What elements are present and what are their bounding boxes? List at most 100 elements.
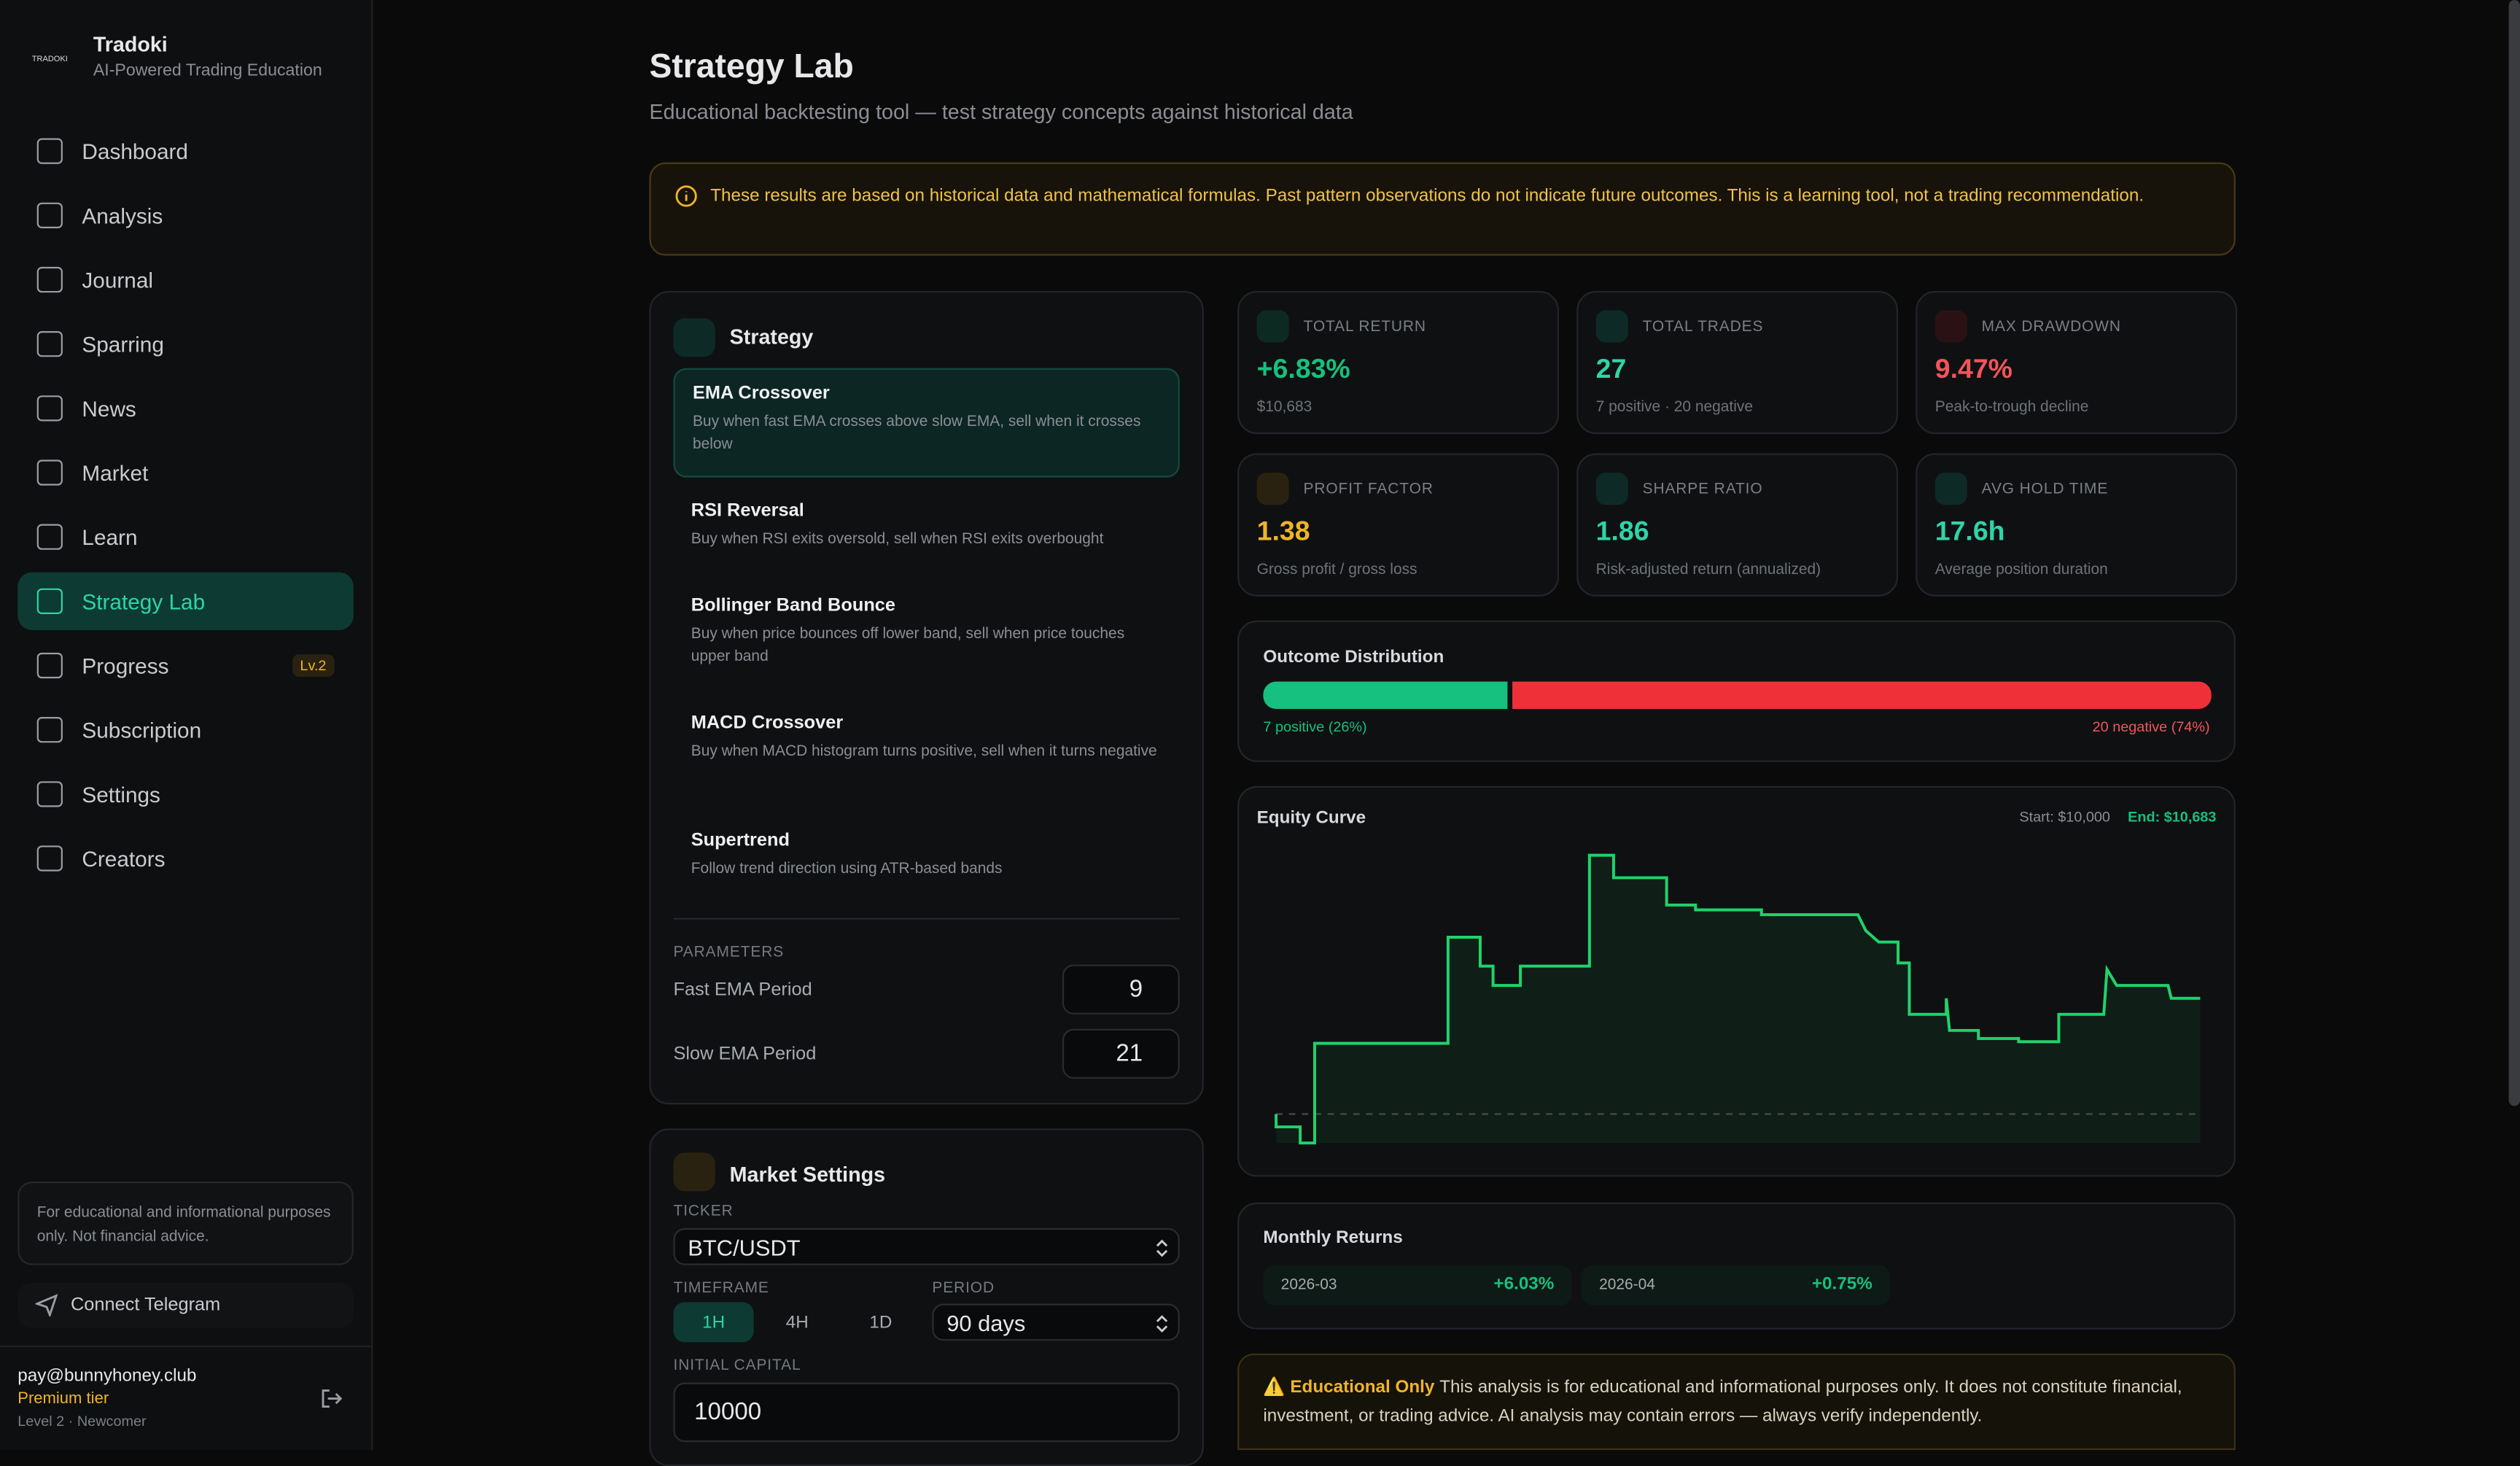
divider <box>0 1345 372 1348</box>
nav-item[interactable]: Market <box>18 443 354 501</box>
nav-item[interactable]: Learn <box>18 508 354 565</box>
equity-area <box>1276 855 2201 1144</box>
stat-icon <box>1256 310 1289 343</box>
tagline: AI-Powered Trading Education <box>93 61 322 81</box>
month-label: 2026-03 <box>1280 1276 1337 1295</box>
nav-item[interactable]: Journal <box>18 251 354 309</box>
stat-sub: Peak-to-trough decline <box>1934 398 2089 416</box>
nav-label: Subscription <box>82 718 202 742</box>
stat-label: AVG HOLD TIME <box>1981 481 2109 499</box>
stat-card: SHARPE RATIO 1.86 Risk-adjusted return (an… <box>1576 453 1899 597</box>
strategy-heading: Strategy <box>729 325 814 349</box>
positive-label: 7 positive (26%) <box>1263 718 1367 735</box>
nav-item[interactable]: Progress Lv.2 <box>18 637 354 694</box>
stat-sub: $10,683 <box>1256 398 1312 416</box>
notice-label: ⚠️ Educational Only <box>1263 1377 1435 1397</box>
param-label: Slow EMA Period <box>673 1044 817 1065</box>
nav-item[interactable]: Settings <box>18 765 354 823</box>
nav-icon <box>36 266 63 293</box>
nav-icon <box>36 202 63 228</box>
nav-item[interactable]: Sparring <box>18 315 354 373</box>
nav-item[interactable]: Creators <box>18 829 354 887</box>
timeframe-button[interactable]: 1H <box>673 1302 754 1343</box>
month-value: +6.03% <box>1493 1274 1555 1295</box>
strategy-name: Supertrend <box>691 831 790 850</box>
param-input[interactable]: 21 <box>1062 1028 1180 1079</box>
nav-icon <box>36 845 63 872</box>
month-value: +0.75% <box>1811 1274 1872 1295</box>
nav-icon <box>36 588 63 614</box>
timeframe-button[interactable]: 4H <box>785 1312 809 1333</box>
divider <box>673 918 1180 920</box>
logout-icon[interactable] <box>320 1387 343 1410</box>
nav-icon <box>36 652 63 679</box>
strategy-card: Strategy PARAMETERS EMA Crossover Buy whe… <box>649 290 1204 1105</box>
warning-text: These results are based on historical da… <box>710 186 2144 206</box>
strategy-name: RSI Reversal <box>691 501 804 521</box>
ticker-select[interactable]: BTC/USDT <box>673 1228 1180 1265</box>
equity-end: End: $10,683 <box>2128 808 2217 825</box>
notice-text: This analysis is for educational and inf… <box>1263 1377 2182 1425</box>
stat-sub: 7 positive · 20 negative <box>1595 398 1754 416</box>
nav-label: Settings <box>82 782 160 807</box>
stat-label: PROFIT FACTOR <box>1303 481 1434 499</box>
market-heading: Market Settings <box>729 1162 886 1187</box>
strategy-desc: Buy when price bounces off lower band, s… <box>691 625 1125 665</box>
monthly-card: Monthly Returns 2026-03 +6.03% 2026-04 +0.7… <box>1237 1202 2236 1330</box>
nav-item[interactable]: Analysis <box>18 187 354 244</box>
capital-value: 10000 <box>694 1398 762 1427</box>
negative-label: 20 negative (74%) <box>2092 718 2210 735</box>
page-subtitle: Educational backtesting tool — test stra… <box>649 99 1353 124</box>
nav-label: Strategy Lab <box>82 589 206 613</box>
nav-label: Market <box>82 460 149 485</box>
strategy-desc: Buy when fast EMA crosses above slow EMA… <box>692 413 1141 453</box>
strategy-option[interactable]: Bollinger Band Bounce Buy when price boun… <box>673 581 1180 685</box>
strategy-name: Bollinger Band Bounce <box>691 596 896 616</box>
info-icon <box>675 185 697 207</box>
outcome-title: Outcome Distribution <box>1263 648 1444 667</box>
strategy-option[interactable]: Supertrend Follow trend direction using A… <box>673 816 1180 897</box>
user-email: pay@bunnyhoney.club <box>18 1366 197 1386</box>
stat-value: 17.6h <box>1934 516 2005 547</box>
nav-label: Progress <box>82 653 169 678</box>
strategy-desc: Buy when MACD histogram turns positive, … <box>691 742 1157 761</box>
param-input[interactable]: 9 <box>1062 964 1180 1015</box>
timeframe-button[interactable]: 1D <box>869 1312 892 1333</box>
strategy-option[interactable]: RSI Reversal Buy when RSI exits oversold,… <box>673 486 1180 568</box>
timeframe-label: TIMEFRAME <box>673 1279 769 1298</box>
scrollbar <box>2508 0 2520 1106</box>
stat-value: +6.83% <box>1256 353 1350 384</box>
nav-label: News <box>82 396 136 421</box>
stat-value: 27 <box>1595 353 1627 384</box>
nav-icon <box>36 524 63 550</box>
stat-label: TOTAL TRADES <box>1642 318 1764 336</box>
equity-title: Equity Curve <box>1256 808 1366 829</box>
market-card: Market Settings TICKER BTC/USDT TIMEFRAM… <box>649 1128 1204 1466</box>
connect-telegram[interactable]: Connect Telegram <box>18 1282 354 1328</box>
brand: Tradoki <box>93 32 168 57</box>
strategy-option[interactable]: EMA Crossover Buy when fast EMA crosses a… <box>673 368 1180 478</box>
strategy-option[interactable]: MACD Crossover Buy when MACD histogram tu… <box>673 699 1180 802</box>
stat-label: TOTAL RETURN <box>1303 318 1426 336</box>
stat-label: MAX DRAWDOWN <box>1981 318 2121 336</box>
stat-icon <box>1595 473 1628 505</box>
param-value: 21 <box>1116 1040 1143 1068</box>
equity-start: Start: $10,000 <box>2019 808 2110 825</box>
positive-bar <box>1263 681 1508 710</box>
chevrons <box>1156 1315 1168 1333</box>
ticker-value: BTC/USDT <box>688 1233 801 1260</box>
capital-input[interactable]: 10000 <box>673 1382 1180 1443</box>
stat-value: 9.47% <box>1934 353 2012 384</box>
stat-value: 1.38 <box>1256 516 1310 547</box>
stat-card: MAX DRAWDOWN 9.47% Peak-to-trough decline <box>1916 290 2238 435</box>
nav-item[interactable]: Strategy Lab <box>18 572 354 631</box>
disclaimer: For educational and informational purpos… <box>18 1182 354 1265</box>
nav-item[interactable]: Subscription <box>18 701 354 759</box>
ticker-label: TICKER <box>673 1202 734 1220</box>
strategy-name: EMA Crossover <box>692 384 830 404</box>
period-select[interactable]: 90 days <box>932 1303 1180 1341</box>
nav-icon <box>36 395 63 422</box>
nav-item[interactable]: News <box>18 379 354 437</box>
nav-item[interactable]: Dashboard <box>18 123 354 180</box>
